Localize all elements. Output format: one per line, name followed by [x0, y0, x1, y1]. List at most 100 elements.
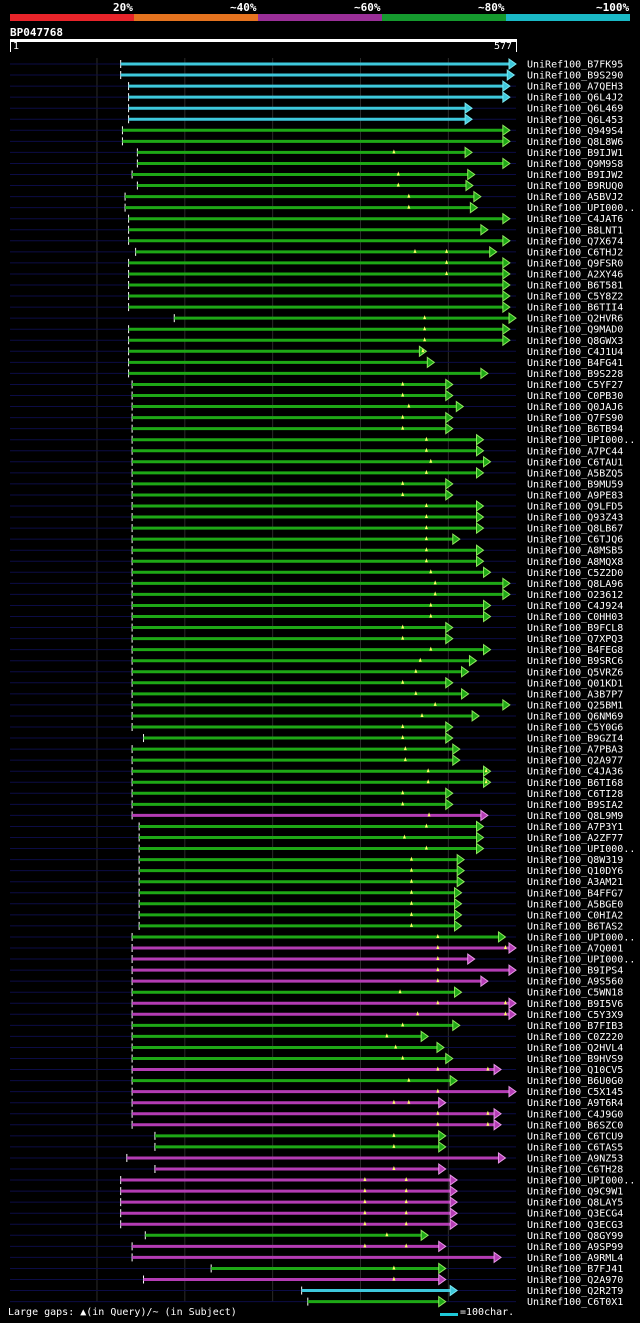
hit-row[interactable]: UniRef100_B9GZI4 [10, 732, 623, 745]
hit-label[interactable]: UniRef100_C6TAU1 [527, 457, 623, 468]
hit-row[interactable]: UniRef100_B9IJW1 [10, 146, 623, 159]
hit-label[interactable]: UniRef100_C4JA36 [527, 767, 623, 778]
hit-row[interactable]: UniRef100_C6TAS5 [10, 1140, 623, 1154]
hit-label[interactable]: UniRef100_B9HVS9 [527, 1054, 623, 1065]
hit-row[interactable]: UniRef100_Q7X674 [10, 234, 623, 248]
hit-row[interactable]: UniRef100_Q9LFD5 [10, 500, 623, 513]
hit-label[interactable]: UniRef100_A7PBA3 [527, 745, 623, 756]
hit-row[interactable]: UniRef100_B9S228 [10, 367, 623, 380]
hit-label[interactable]: UniRef100_Q6L453 [527, 115, 623, 126]
hit-row[interactable]: UniRef100_Q8L9M9 [10, 809, 623, 822]
hit-label[interactable]: UniRef100_C5WN18 [527, 988, 623, 999]
hit-label[interactable]: UniRef100_A5BVJ2 [527, 192, 623, 203]
hit-row[interactable]: UniRef100_C6TH28 [10, 1163, 623, 1176]
hit-row[interactable]: UniRef100_Q949S4 [10, 124, 623, 137]
hit-row[interactable]: UniRef100_UPI000.. [10, 842, 635, 856]
hit-row[interactable]: UniRef100_A7P3Y1 [10, 820, 623, 833]
hit-row[interactable]: UniRef100_B9I5V6 [10, 997, 623, 1010]
hit-label[interactable]: UniRef100_B6U0G0 [527, 1076, 623, 1087]
hit-row[interactable]: UniRef100_B6TB94 [10, 422, 623, 436]
hit-label[interactable]: UniRef100_C0PB30 [527, 391, 623, 402]
hit-row[interactable]: UniRef100_A9NZ53 [10, 1151, 623, 1165]
hit-label[interactable]: UniRef100_B9SRC6 [527, 656, 623, 667]
hit-label[interactable]: UniRef100_A5BZQ5 [527, 468, 623, 479]
hit-label[interactable]: UniRef100_UPI000.. [527, 844, 635, 855]
hit-row[interactable]: UniRef100_A9PE83 [10, 488, 623, 502]
hit-row[interactable]: UniRef100_Q8GY99 [10, 1229, 623, 1242]
hit-row[interactable]: UniRef100_Q6NM69 [10, 709, 623, 723]
hit-row[interactable]: UniRef100_B6T581 [10, 279, 623, 292]
hit-row[interactable]: UniRef100_UPI000.. [10, 201, 635, 215]
hit-label[interactable]: UniRef100_Q10DY6 [527, 866, 623, 877]
hit-row[interactable]: UniRef100_C5Y0G6 [10, 721, 623, 734]
hit-label[interactable]: UniRef100_C5Y3X9 [527, 1010, 623, 1021]
hit-label[interactable]: UniRef100_A7Q001 [527, 944, 623, 955]
hit-label[interactable]: UniRef100_UPI000.. [527, 1176, 635, 1187]
hit-label[interactable]: UniRef100_C6TJQ6 [527, 535, 623, 546]
hit-row[interactable]: UniRef100_B6U0G0 [10, 1074, 623, 1088]
hit-row[interactable]: UniRef100_Q2A977 [10, 754, 623, 767]
hit-row[interactable]: UniRef100_Q8GWX3 [10, 334, 623, 347]
hit-row[interactable]: UniRef100_C5YF27 [10, 378, 623, 391]
hit-label[interactable]: UniRef100_B4FG41 [527, 358, 623, 369]
hit-label[interactable]: UniRef100_Q2A970 [527, 1275, 623, 1286]
hit-label[interactable]: UniRef100_Q8W319 [527, 855, 623, 866]
hit-row[interactable]: UniRef100_B6TI68 [10, 776, 623, 789]
hit-label[interactable]: UniRef100_Q5VRZ6 [527, 667, 623, 678]
hit-label[interactable]: UniRef100_A9S560 [527, 977, 623, 988]
hit-row[interactable]: UniRef100_C6TJQ6 [10, 533, 623, 546]
hit-row[interactable]: UniRef100_B9FCL8 [10, 621, 623, 635]
hit-row[interactable]: UniRef100_A9T6R4 [10, 1096, 623, 1110]
hit-label[interactable]: UniRef100_Q8L9M9 [527, 811, 623, 822]
hit-row[interactable]: UniRef100_A3B7P7 [10, 687, 623, 701]
hit-row[interactable]: UniRef100_B9IPS4 [10, 964, 623, 977]
hit-label[interactable]: UniRef100_B9IPS4 [527, 966, 623, 977]
hit-row[interactable]: UniRef100_UPI000.. [10, 1174, 635, 1187]
hit-row[interactable]: UniRef100_Q5VRZ6 [10, 665, 623, 679]
hit-row[interactable]: UniRef100_Q9MAD0 [10, 323, 623, 336]
hit-row[interactable]: UniRef100_B7FIB3 [10, 1019, 623, 1032]
hit-row[interactable]: UniRef100_C6TAU1 [10, 455, 623, 469]
hit-label[interactable]: UniRef100_C6THJ2 [527, 247, 623, 258]
hit-label[interactable]: UniRef100_Q9M9S8 [527, 159, 623, 170]
hit-label[interactable]: UniRef100_A2ZF77 [527, 833, 623, 844]
hit-row[interactable]: UniRef100_A7Q001 [10, 942, 623, 955]
hit-label[interactable]: UniRef100_Q3ECG3 [527, 1220, 623, 1231]
hit-label[interactable]: UniRef100_A8MSB5 [527, 546, 623, 557]
hit-label[interactable]: UniRef100_C4JAT6 [527, 214, 623, 225]
hit-row[interactable]: UniRef100_UPI000.. [10, 433, 635, 447]
hit-label[interactable]: UniRef100_Q9LFD5 [527, 502, 623, 513]
hit-row[interactable]: UniRef100_Q6L469 [10, 102, 623, 115]
hit-label[interactable]: UniRef100_A9RML4 [527, 1253, 623, 1264]
hit-row[interactable]: UniRef100_Q7FS90 [10, 411, 623, 425]
hit-row[interactable]: UniRef100_B7FJ41 [10, 1262, 623, 1275]
hit-row[interactable]: UniRef100_C4J924 [10, 599, 623, 612]
hit-row[interactable]: UniRef100_Q2HVR6 [10, 312, 623, 325]
hit-row[interactable]: UniRef100_C0HH03 [10, 610, 623, 624]
hit-row[interactable]: UniRef100_Q01KD1 [10, 676, 623, 690]
hit-label[interactable]: UniRef100_Q93Z43 [527, 513, 623, 524]
hit-row[interactable]: UniRef100_C5WN18 [10, 986, 623, 999]
hit-row[interactable]: UniRef100_A9SP99 [10, 1240, 623, 1253]
hit-label[interactable]: UniRef100_Q25BM1 [527, 700, 623, 711]
hit-row[interactable]: UniRef100_C4JAT6 [10, 212, 623, 226]
hit-row[interactable]: UniRef100_B9SIA2 [10, 798, 623, 811]
hit-label[interactable]: UniRef100_B9SIA2 [527, 800, 623, 811]
hit-row[interactable]: UniRef100_Q8LAY5 [10, 1196, 623, 1209]
hit-label[interactable]: UniRef100_UPI000.. [527, 203, 635, 214]
hit-row[interactable]: UniRef100_C0HIA2 [10, 908, 623, 922]
hit-label[interactable]: UniRef100_B9IJW1 [527, 148, 623, 159]
hit-label[interactable]: UniRef100_C5Y0G6 [527, 723, 623, 734]
hit-label[interactable]: UniRef100_B4FEG8 [527, 645, 623, 656]
hit-row[interactable]: UniRef100_UPI000.. [10, 953, 635, 966]
hit-label[interactable]: UniRef100_C4J924 [527, 601, 623, 612]
hit-row[interactable]: UniRef100_Q10CV5 [10, 1063, 623, 1077]
hit-label[interactable]: UniRef100_Q3ECG4 [527, 1209, 623, 1220]
hit-label[interactable]: UniRef100_B6TII4 [527, 303, 623, 314]
hit-label[interactable]: UniRef100_Q0JAJ6 [527, 402, 623, 413]
hit-label[interactable]: UniRef100_A7PC44 [527, 446, 623, 457]
hit-label[interactable]: UniRef100_Q10CV5 [527, 1065, 623, 1076]
hit-label[interactable]: UniRef100_Q8GWX3 [527, 336, 623, 347]
hit-label[interactable]: UniRef100_Q8L8W6 [527, 137, 623, 148]
hit-row[interactable]: UniRef100_C5Z2D0 [10, 566, 623, 579]
